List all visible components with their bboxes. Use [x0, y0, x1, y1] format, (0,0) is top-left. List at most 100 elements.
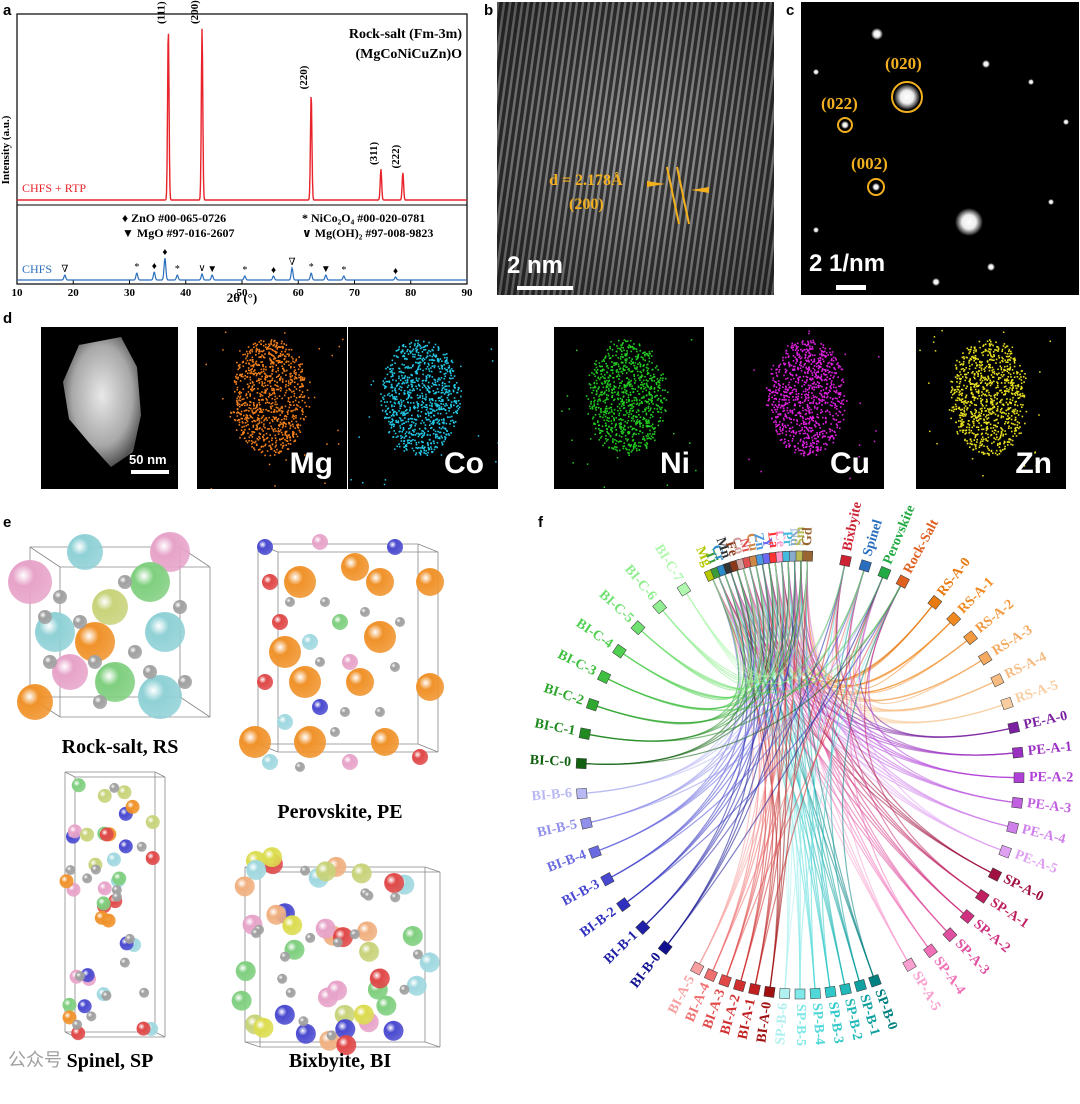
phase-marker-8: ♦ [271, 265, 276, 276]
eds-map-zn: Zn [916, 327, 1066, 489]
chord-node-pe-a-1 [1012, 747, 1023, 758]
phase-marker-13: ♦ [393, 266, 398, 277]
hrtem-scale-label: 2 nm [507, 252, 563, 280]
chord-node-sp-b-0 [868, 974, 881, 987]
phase-marker-2: ♦ [152, 261, 157, 272]
chord-label-gd: Gd [800, 527, 817, 546]
chord-node-bi-a-5 [690, 962, 704, 976]
chord-node-bi-a-4 [704, 968, 717, 981]
x-tick-label-80: 80 [405, 287, 417, 299]
x-tick-label-70: 70 [349, 287, 361, 299]
chord-node-sp-a-0 [988, 868, 1001, 881]
chord-node-pe-a-3 [1012, 797, 1023, 808]
eds-label-mg: Mg [290, 447, 333, 481]
chord-node-bi-c-0 [576, 758, 587, 769]
eds-label-cu: Cu [830, 447, 870, 481]
chord-node-bi-c-7 [677, 582, 691, 596]
phase-marker-4: * [175, 264, 180, 275]
chord-node-sp-b-3 [825, 986, 836, 997]
chord-node-rs-a-3 [978, 651, 992, 665]
diffraction-spot-10 [987, 263, 995, 271]
chord-node-rock-salt [896, 575, 910, 589]
chord-node-bi-b-3 [601, 873, 615, 887]
peak-label-4: (222) [390, 144, 402, 168]
xrd-series-label-bottom: CHFS [22, 262, 52, 276]
chord-node-pe-a-5 [999, 845, 1012, 858]
saed-scale-label: 2 1/nm [809, 250, 885, 278]
phase-marker-7: * [242, 265, 247, 276]
haadf-scalebar [131, 470, 169, 474]
diffraction-spot-1 [955, 208, 983, 236]
chord-node-sp-a-1 [975, 889, 989, 903]
saed-scalebar [836, 285, 866, 290]
chord-node-bi-a-0 [764, 986, 775, 997]
caption-rock-salt: Rock-salt, RS [30, 736, 210, 759]
chord-node-sp-b-4 [810, 988, 821, 999]
chord-node-bi-c-3 [597, 670, 610, 683]
x-tick-label-20: 20 [68, 287, 80, 299]
x-tick-label-60: 60 [293, 287, 305, 299]
x-tick-label-30: 30 [124, 287, 136, 299]
x-tick-label-50: 50 [237, 287, 249, 299]
chord-node-sp-a-5 [903, 958, 917, 972]
diffraction-spot-3 [982, 60, 990, 68]
phase-marker-11: ▼ [321, 264, 331, 275]
chord-node-sp-b-2 [840, 983, 852, 995]
xrd-legend-1: ♦ ZnO #00-065-0726 [122, 211, 226, 225]
phase-marker-1: * [134, 262, 139, 273]
chord-node-rs-a-2 [964, 631, 978, 645]
chord-node-bi-b-4 [589, 846, 602, 859]
caption-bixbyite: Bixbyite, BI [250, 1050, 430, 1073]
panel-label-c: c [786, 2, 794, 19]
phase-marker-12: * [341, 265, 346, 276]
eds-map-co: Co [348, 327, 498, 489]
chord-node-sp-b-6 [779, 988, 790, 999]
xrd-legend-2: * NiCo₂O₄ #00-020-0781 [302, 211, 425, 225]
saed-label-002: (002) [851, 154, 888, 174]
chord-node-rs-a-4 [991, 674, 1004, 687]
panel-label-b: b [484, 2, 493, 19]
chord-label-sp-b-4: SP-B-4 [808, 1003, 827, 1046]
chord-node-pe-a-0 [1008, 722, 1020, 734]
chord-node-bi-b-0 [658, 941, 672, 955]
particle [63, 337, 141, 467]
peak-label-0: (111) [155, 1, 167, 24]
diffraction-spot-0 [894, 84, 920, 110]
diffraction-spot-9 [932, 278, 940, 286]
plane-label: (200) [569, 196, 604, 214]
saed-label-022: (022) [821, 94, 858, 114]
chord-node-spinel [859, 560, 872, 573]
chord-node-pe-a-2 [1014, 773, 1024, 783]
chord-node-perovskite [878, 566, 891, 579]
eds-map-ni: Ni [554, 327, 704, 489]
panel-label-d: d [3, 310, 12, 327]
x-tick-label-10: 10 [12, 287, 24, 299]
saed-label-020: (020) [885, 54, 922, 74]
peak-label-1: (200) [189, 0, 201, 24]
chord-label-pe-a-2: PE-A-2 [1029, 770, 1074, 787]
xrd-title-1: Rock-salt (Fm-3m) [349, 27, 462, 42]
hrtem-scalebar [517, 286, 573, 290]
chord-node-rs-a-0 [928, 595, 942, 609]
chord-node-bi-a-1 [749, 983, 761, 995]
phase-marker-3: ♦ [162, 247, 167, 258]
xrd-series-label-top: CHFS + RTP [22, 181, 86, 195]
diffraction-spot-6 [813, 69, 819, 75]
diffraction-spot-8 [1048, 199, 1054, 205]
chord-node-bi-b-5 [580, 817, 592, 829]
x-tick-label-40: 40 [180, 287, 192, 299]
phase-marker-10: * [309, 262, 314, 273]
diffraction-spot-5 [872, 183, 880, 191]
beam-stop [914, 137, 1079, 175]
chord-node-bixbyite [840, 555, 852, 567]
diffraction-spot-4 [841, 121, 849, 129]
chord-node-bi-b-6 [576, 788, 587, 799]
peak-label-2: (220) [298, 65, 310, 89]
chord-node-rs-a-5 [1001, 697, 1014, 710]
diffraction-spot-12 [1063, 119, 1069, 125]
diffraction-spot-2 [871, 28, 883, 40]
hrtem-image: d = 2.178Å (200) 2 nm [497, 2, 774, 295]
chord-node-gd [802, 551, 812, 561]
